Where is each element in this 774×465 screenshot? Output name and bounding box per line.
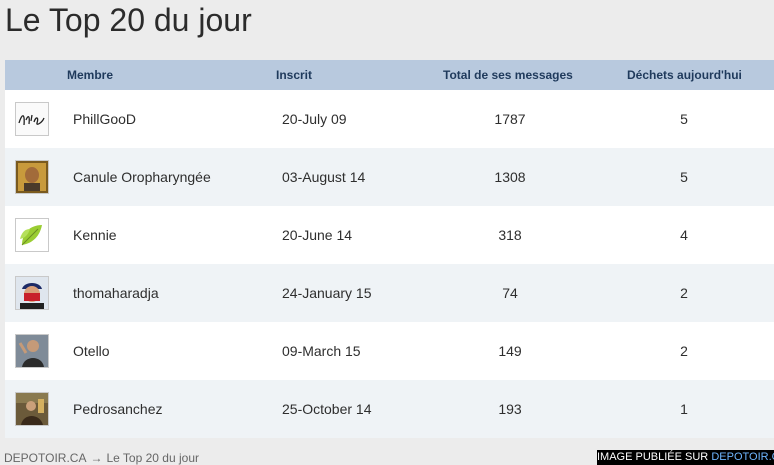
breadcrumb-current: Le Top 20 du jour (106, 451, 199, 465)
table-header: Membre Inscrit Total de ses messages Déc… (5, 60, 774, 90)
table-row: Pedrosanchez 25-October 14 193 1 (5, 380, 774, 438)
watermark-brand: DEPOTOIR.CA (711, 451, 774, 463)
photo-avatar[interactable] (15, 334, 49, 368)
member-name[interactable]: PhillGooD (73, 111, 137, 127)
total-messages: 318 (498, 227, 522, 243)
portrait-avatar[interactable] (15, 160, 49, 194)
header-today[interactable]: Déchets aujourd'hui (627, 68, 742, 82)
registered-date: 20-June 14 (282, 227, 353, 243)
table-row: Canule Oropharyngée 03-August 14 1308 5 (5, 148, 774, 206)
member-name[interactable]: Otello (73, 343, 110, 359)
breadcrumb-arrow-icon: → (90, 451, 103, 465)
today-count: 5 (680, 169, 688, 185)
registered-date: 25-October 14 (282, 401, 372, 417)
top-members-table: Membre Inscrit Total de ses messages Déc… (5, 60, 774, 438)
member-name[interactable]: Kennie (73, 227, 117, 243)
watermark-prefix: IMAGE PUBLIÉE SUR (597, 451, 709, 463)
today-count: 2 (680, 343, 688, 359)
total-messages: 1787 (494, 111, 526, 127)
member-name[interactable]: Canule Oropharyngée (73, 169, 211, 185)
total-messages: 1308 (494, 169, 526, 185)
today-count: 5 (680, 111, 688, 127)
member-name[interactable]: thomaharadja (73, 285, 159, 301)
registered-date: 20-July 09 (282, 111, 347, 127)
member-name[interactable]: Pedrosanchez (73, 401, 163, 417)
table-row: PhillGooD 20-July 09 1787 5 (5, 90, 774, 148)
registered-date: 09-March 15 (282, 343, 361, 359)
signature-avatar[interactable] (15, 102, 49, 136)
watermark-banner: IMAGE PUBLIÉE SUR DEPOTOIR.CA (597, 450, 774, 465)
total-messages: 149 (498, 343, 522, 359)
leaf-avatar[interactable] (15, 218, 49, 252)
today-count: 4 (680, 227, 688, 243)
breadcrumb-home-link[interactable]: DEPOTOIR.CA (4, 451, 87, 465)
total-messages: 193 (498, 401, 522, 417)
today-count: 2 (680, 285, 688, 301)
header-member[interactable]: Membre (67, 68, 114, 82)
header-registered[interactable]: Inscrit (276, 68, 313, 82)
masked-face-avatar[interactable] (15, 276, 49, 310)
table-row: Kennie 20-June 14 318 4 (5, 206, 774, 264)
registered-date: 24-January 15 (282, 285, 372, 301)
header-total-messages[interactable]: Total de ses messages (443, 68, 573, 82)
registered-date: 03-August 14 (282, 169, 366, 185)
today-count: 1 (680, 401, 688, 417)
photo-avatar[interactable] (15, 392, 49, 426)
table-row: thomaharadja 24-January 15 74 2 (5, 264, 774, 322)
page-title: Le Top 20 du jour (5, 2, 252, 38)
table-row: Otello 09-March 15 149 2 (5, 322, 774, 380)
total-messages: 74 (502, 285, 518, 301)
breadcrumb: DEPOTOIR.CA → Le Top 20 du jour (4, 451, 199, 465)
